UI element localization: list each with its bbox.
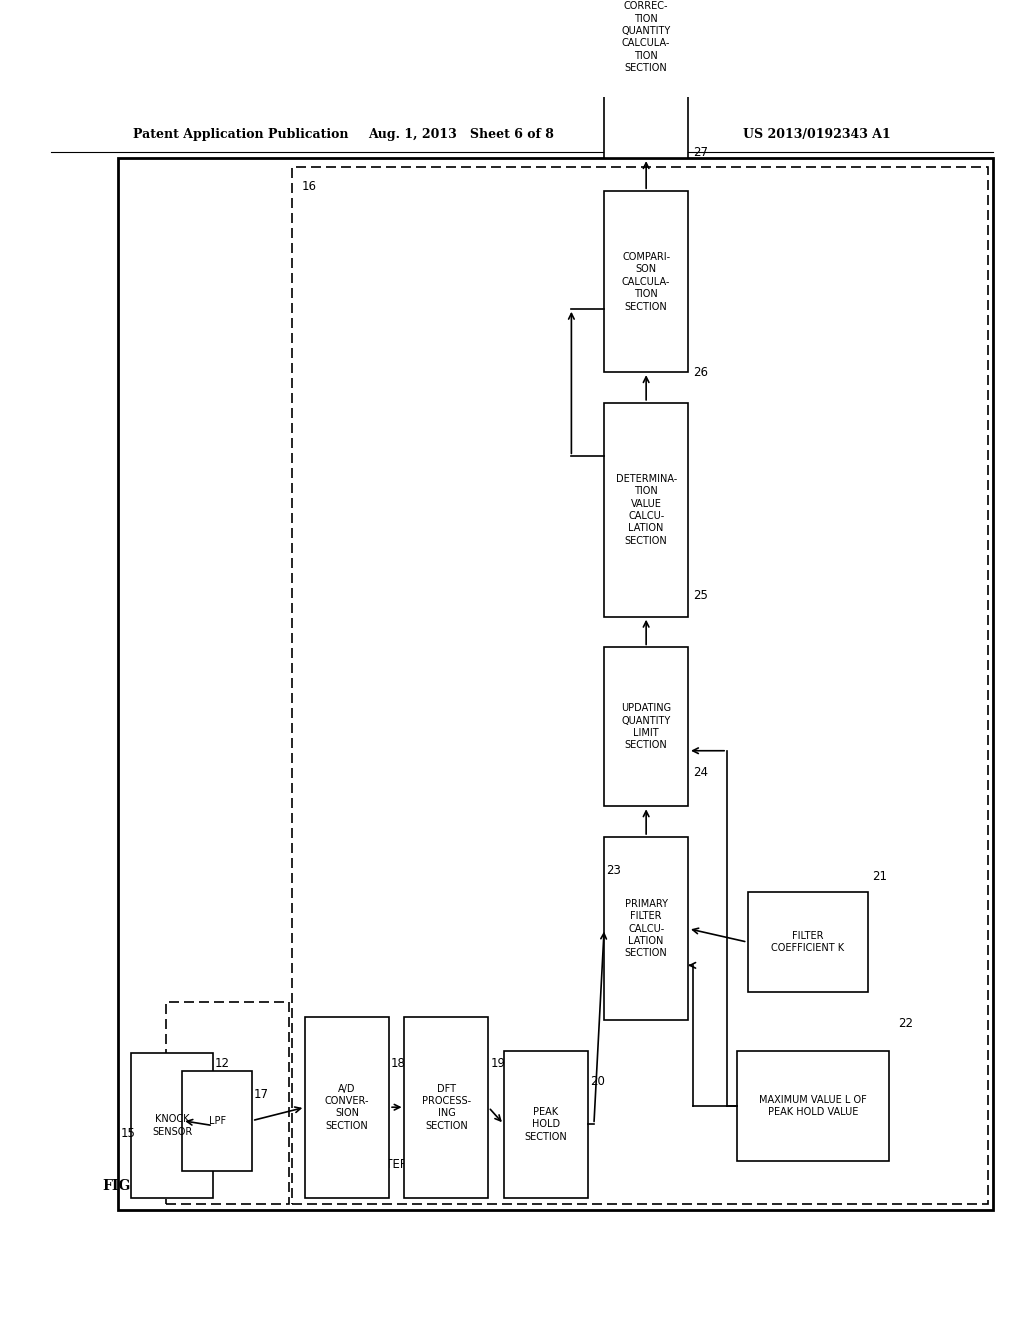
Text: 15: 15 (121, 1127, 136, 1139)
Text: 21: 21 (872, 870, 888, 883)
Text: MAXIMUM VALUE L OF
PEAK HOLD VALUE: MAXIMUM VALUE L OF PEAK HOLD VALUE (759, 1094, 867, 1117)
Text: PEAK
HOLD
SECTION: PEAK HOLD SECTION (524, 1107, 567, 1142)
Text: 25: 25 (693, 589, 709, 602)
Text: 20: 20 (590, 1076, 605, 1089)
Text: ECU: ECU (130, 1154, 155, 1167)
Bar (404, 1016, 488, 1197)
Text: COMPARI-
SON
CALCULA-
TION
SECTION: COMPARI- SON CALCULA- TION SECTION (622, 252, 671, 312)
Bar (604, 403, 688, 616)
Text: I/F
CIRCUIT: I/F CIRCUIT (172, 1154, 211, 1176)
Bar (292, 166, 988, 1204)
Text: Patent Application Publication: Patent Application Publication (133, 128, 348, 141)
Text: 27: 27 (693, 147, 709, 158)
Bar (118, 158, 993, 1210)
Text: KNOCK
SENSOR: KNOCK SENSOR (152, 1114, 193, 1137)
Text: MICROCOMPUTER: MICROCOMPUTER (304, 1158, 410, 1171)
Text: 26: 26 (693, 366, 709, 379)
Text: UPDATING
QUANTITY
LIMIT
SECTION: UPDATING QUANTITY LIMIT SECTION (622, 704, 671, 751)
Bar (504, 1051, 588, 1197)
Text: DETERMINA-
TION
VALUE
CALCU-
LATION
SECTION: DETERMINA- TION VALUE CALCU- LATION SECT… (615, 474, 677, 545)
Text: PRIMARY
FILTER
CALCU-
LATION
SECTION: PRIMARY FILTER CALCU- LATION SECTION (625, 899, 668, 958)
Text: 19: 19 (490, 1057, 506, 1071)
Text: DFT
PROCESS-
ING
SECTION: DFT PROCESS- ING SECTION (422, 1084, 471, 1131)
Text: FILTER
COEFFICIENT K: FILTER COEFFICIENT K (771, 931, 845, 953)
Bar (604, 191, 688, 372)
Text: KNOCK
CORREC-
TION
QUANTITY
CALCULA-
TION
SECTION: KNOCK CORREC- TION QUANTITY CALCULA- TIO… (622, 0, 671, 73)
Bar (305, 1016, 389, 1197)
Bar (604, 647, 688, 807)
Text: FIG.8: FIG.8 (102, 1179, 144, 1193)
Text: A/D
CONVER-
SION
SECTION: A/D CONVER- SION SECTION (325, 1084, 370, 1131)
Bar (166, 1002, 289, 1204)
Bar (131, 1053, 213, 1197)
Bar (182, 1071, 252, 1171)
Bar (737, 1051, 889, 1162)
Text: Aug. 1, 2013   Sheet 6 of 8: Aug. 1, 2013 Sheet 6 of 8 (368, 128, 554, 141)
Text: US 2013/0192343 A1: US 2013/0192343 A1 (743, 128, 891, 141)
Text: 22: 22 (898, 1016, 913, 1030)
Text: 23: 23 (606, 863, 622, 876)
Text: 12: 12 (215, 1057, 230, 1071)
Text: 24: 24 (693, 766, 709, 779)
Text: 17: 17 (254, 1088, 269, 1101)
Bar (748, 892, 868, 993)
Text: 18: 18 (391, 1057, 407, 1071)
Text: LPF: LPF (209, 1115, 225, 1126)
Bar (604, 0, 688, 158)
Text: 16: 16 (302, 181, 317, 193)
Bar (604, 837, 688, 1020)
